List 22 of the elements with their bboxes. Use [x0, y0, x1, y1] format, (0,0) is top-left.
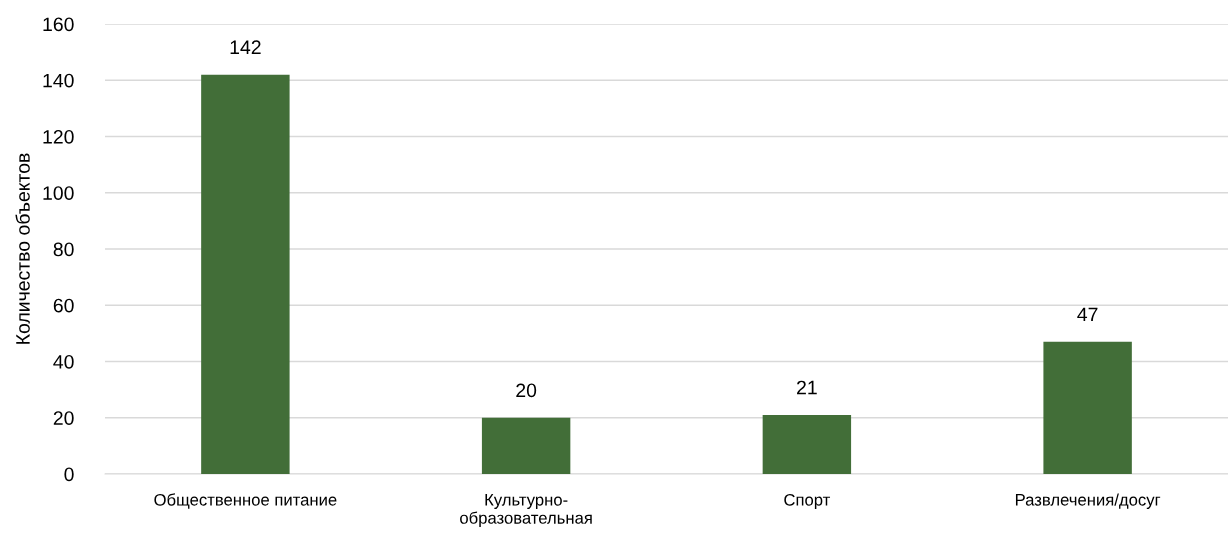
- x-tick-label: Спорт: [784, 493, 831, 509]
- y-axis-title: Количество объектов: [15, 153, 30, 344]
- data-label: 47: [1077, 307, 1098, 322]
- x-tick-label: Культурно- образовательная: [460, 494, 592, 528]
- data-label: 142: [230, 40, 261, 54]
- y-tick-label: 140: [43, 73, 74, 88]
- y-tick-label: 100: [43, 186, 74, 200]
- x-tick-label: Развлечения/досуг: [1015, 493, 1161, 509]
- bar: [481, 417, 571, 474]
- data-label: 21: [797, 380, 817, 395]
- x-tick-label: Общественное питание: [154, 493, 337, 509]
- y-tick-label: 80: [53, 242, 74, 257]
- bar: [1043, 341, 1132, 474]
- y-tick-label: 160: [43, 17, 74, 32]
- y-tick-label: 0: [64, 467, 74, 482]
- y-tick-label: 60: [53, 298, 74, 313]
- bar: [201, 74, 290, 474]
- bar: [762, 414, 852, 474]
- data-label: 20: [516, 383, 537, 398]
- y-tick-label: 40: [53, 354, 74, 369]
- y-tick-label: 120: [43, 129, 74, 144]
- y-tick-label: 20: [53, 411, 74, 425]
